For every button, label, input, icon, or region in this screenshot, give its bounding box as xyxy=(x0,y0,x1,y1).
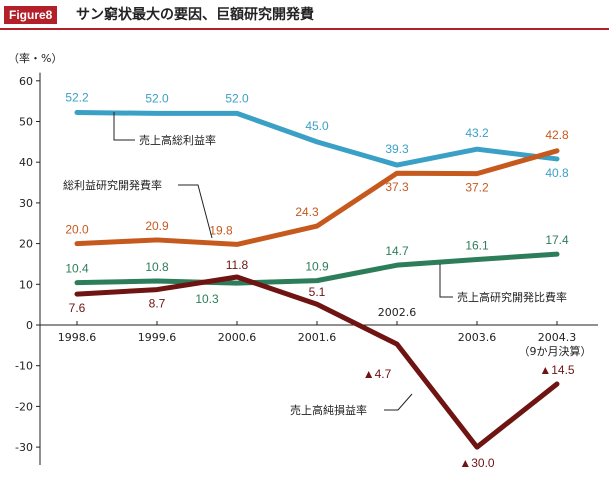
data-label: 16.1 xyxy=(465,238,489,252)
series-name-label: 売上高総利益率 xyxy=(139,133,216,147)
y-tick-label: -10 xyxy=(15,360,33,373)
leader-line xyxy=(113,112,135,141)
series-name-label: 売上高純損益率 xyxy=(290,403,367,417)
header-rule xyxy=(0,28,609,30)
data-label: 24.3 xyxy=(295,205,319,219)
data-label: 8.7 xyxy=(149,297,166,311)
y-tick-label: 20 xyxy=(19,238,33,251)
y-tick-label: 10 xyxy=(19,278,33,291)
data-label: 52.2 xyxy=(65,91,89,105)
data-label: ▲14.5 xyxy=(539,363,575,377)
x-tick-sublabel: （9か月決算） xyxy=(519,344,592,358)
data-label: 19.8 xyxy=(209,223,233,237)
data-label: 37.3 xyxy=(385,180,409,194)
data-label: 11.8 xyxy=(226,258,249,272)
data-label: 10.4 xyxy=(65,262,89,276)
data-label: 45.0 xyxy=(305,119,329,133)
series-name-label: 総利益研究開発費率 xyxy=(63,178,162,192)
y-tick-label: 0 xyxy=(26,319,33,332)
leader-line xyxy=(178,184,213,239)
series-name-label: 売上高研究開発比費率 xyxy=(457,290,567,304)
data-label: 17.4 xyxy=(545,233,569,247)
data-label: ▲4.7 xyxy=(363,367,392,381)
y-tick-label: 60 xyxy=(19,75,33,88)
data-label: 37.2 xyxy=(465,181,489,195)
x-tick-label: 2001.6 xyxy=(298,331,337,344)
data-label: 39.3 xyxy=(385,142,409,156)
data-label: 40.8 xyxy=(545,166,569,180)
data-label: 42.8 xyxy=(545,128,569,142)
data-label: 14.7 xyxy=(385,244,409,258)
data-label: 7.6 xyxy=(69,301,86,315)
x-tick-label: 2000.6 xyxy=(218,331,257,344)
y-tick-label: -30 xyxy=(15,441,33,454)
data-label: 10.3 xyxy=(195,292,219,306)
y-tick-label: 40 xyxy=(19,156,33,169)
series-line-3 xyxy=(74,274,560,450)
figure-badge: Figure8 xyxy=(4,6,58,24)
data-label: 43.2 xyxy=(465,126,489,140)
data-label: 20.9 xyxy=(145,219,169,233)
y-tick-label: 50 xyxy=(19,116,33,129)
data-label: 52.0 xyxy=(225,91,249,105)
series-line-1 xyxy=(74,148,560,247)
series-line-0 xyxy=(74,110,560,168)
x-tick-label: 2004.3 xyxy=(538,331,577,344)
leader-line xyxy=(439,264,453,298)
x-tick-label: 1998.6 xyxy=(58,331,97,344)
data-label: 20.0 xyxy=(65,223,89,237)
data-label: 10.8 xyxy=(145,260,169,274)
figure-title: サン窮状最大の要因、巨額研究開発費 xyxy=(76,7,314,23)
y-tick-label: 30 xyxy=(19,197,33,210)
data-label: ▲30.0 xyxy=(459,456,495,470)
leader-line xyxy=(384,393,413,411)
data-label: 5.1 xyxy=(309,285,326,299)
series-line-2 xyxy=(74,251,560,286)
figure-header: Figure8 サン窮状最大の要因、巨額研究開発費 xyxy=(0,0,609,30)
x-tick-label: 1999.6 xyxy=(138,331,177,344)
x-tick-label: 2003.6 xyxy=(458,331,497,344)
data-label: 52.0 xyxy=(145,91,169,105)
y-unit-label: （率・%） xyxy=(8,51,62,65)
x-tick-label: 2002.6 xyxy=(378,306,417,319)
data-label: 10.9 xyxy=(305,260,329,274)
y-tick-label: -20 xyxy=(15,400,33,413)
